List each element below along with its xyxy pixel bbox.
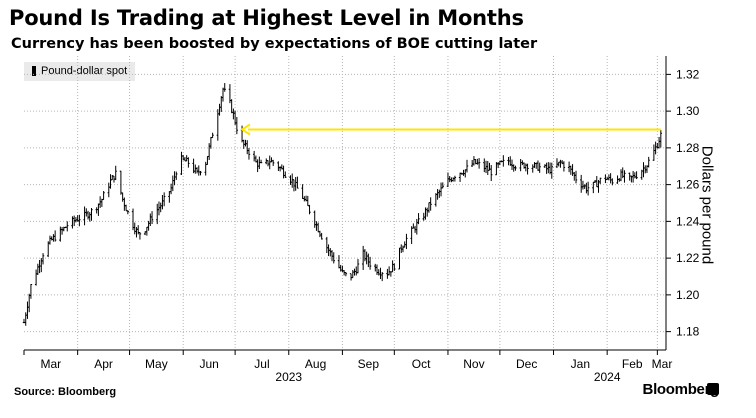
x-month-label: Mar (40, 357, 61, 371)
y-tick-label: 1.32 (676, 67, 700, 81)
x-month-label: Jul (254, 357, 269, 371)
legend-swatch (32, 66, 36, 76)
x-month-label: Dec (516, 357, 537, 371)
x-year-label: 2023 (275, 370, 302, 384)
x-month-label: Jun (199, 357, 218, 371)
y-tick-label: 1.20 (676, 288, 700, 302)
x-year-label: 2024 (594, 370, 621, 384)
x-month-label: Nov (463, 357, 484, 371)
x-month-label: Sep (358, 357, 380, 371)
y-tick-label: 1.30 (676, 104, 700, 118)
y-axis-label: Dollars per pound (698, 145, 716, 265)
bloomberg-logo: Bloomberg (642, 381, 720, 398)
y-tick-label: 1.24 (676, 214, 700, 228)
chart-title: Pound Is Trading at Highest Level in Mon… (9, 6, 524, 30)
annotation (240, 123, 661, 136)
y-tick-label: 1.28 (676, 141, 700, 155)
x-month-label: Feb (622, 357, 643, 371)
y-tick-label: 1.18 (676, 325, 700, 339)
grid-lines (24, 56, 666, 350)
bloomberg-mark-icon (707, 383, 719, 395)
level-arrow-head (240, 123, 251, 136)
x-month-label: Oct (412, 357, 431, 371)
x-month-label: Apr (94, 357, 113, 371)
axes: 1.18 1.20 1.22 1.24 1.26 1.28 1.30 1.32 Mar Apr Ma… (23, 56, 700, 384)
chart-subtitle: Currency has been boosted by expectation… (11, 36, 538, 52)
x-month-label: May (145, 357, 168, 371)
source-note: Source: Bloomberg (14, 386, 117, 398)
x-month-label: Mar (652, 357, 673, 371)
x-month-label: Aug (305, 357, 326, 371)
y-tick-label: 1.26 (676, 178, 700, 192)
y-tick-label: 1.22 (676, 251, 700, 265)
price-bars (22, 83, 663, 326)
x-month-label: Jan (571, 357, 590, 371)
